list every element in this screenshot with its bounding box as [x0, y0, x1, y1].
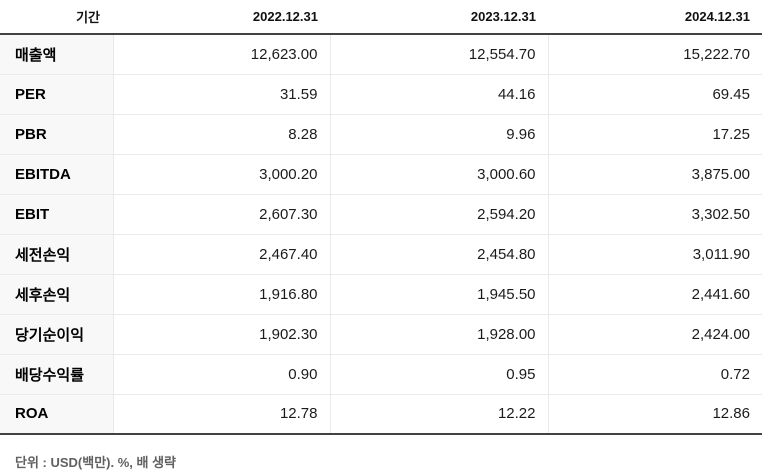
- metric-label: 세후손익: [0, 274, 113, 315]
- metric-label: PBR: [0, 114, 113, 155]
- metric-value: 1,916.80: [112, 274, 330, 315]
- table-row-net-income: 당기순이익 1,902.30 1,928.00 2,424.00: [0, 314, 762, 355]
- metric-label: 매출액: [0, 34, 113, 75]
- metric-value: 3,000.20: [112, 154, 330, 195]
- date-header-2023: 2023.12.31: [330, 0, 548, 35]
- metric-label: ROA: [0, 394, 113, 435]
- metric-value: 9.96: [329, 114, 548, 155]
- metric-value: 2,607.30: [112, 194, 330, 235]
- metric-value: 17.25: [547, 114, 762, 155]
- table-row-per: PER 31.59 44.16 69.45: [0, 74, 762, 115]
- metric-value: 31.59: [112, 74, 330, 115]
- table-row-dividend-yield: 배당수익률 0.90 0.95 0.72: [0, 354, 762, 395]
- metric-value: 12.22: [329, 394, 548, 435]
- metric-value: 44.16: [329, 74, 548, 115]
- metric-label: EBITDA: [0, 154, 113, 195]
- table-row-revenue: 매출액 12,623.00 12,554.70 15,222.70: [0, 34, 762, 75]
- metric-value: 0.90: [112, 354, 330, 395]
- financial-summary-table: 기간 2022.12.31 2023.12.31 2024.12.31 매출액 …: [0, 0, 762, 435]
- metric-value: 3,302.50: [547, 194, 762, 235]
- metric-value: 1,902.30: [112, 314, 330, 355]
- metric-value: 2,424.00: [547, 314, 762, 355]
- table-row-pretax-income: 세전손익 2,467.40 2,454.80 3,011.90: [0, 234, 762, 275]
- metric-value: 3,011.90: [547, 234, 762, 275]
- metric-value: 8.28: [112, 114, 330, 155]
- metric-value: 1,928.00: [329, 314, 548, 355]
- metric-label: 당기순이익: [0, 314, 113, 355]
- date-header-2022: 2022.12.31: [113, 0, 330, 35]
- period-header: 기간: [0, 0, 113, 35]
- metric-value: 0.95: [329, 354, 548, 395]
- metric-value: 15,222.70: [547, 34, 762, 75]
- table-row-pbr: PBR 8.28 9.96 17.25: [0, 114, 762, 155]
- metric-value: 2,454.80: [329, 234, 548, 275]
- metric-label: PER: [0, 74, 113, 115]
- metric-value: 12,554.70: [329, 34, 548, 75]
- metric-value: 2,441.60: [547, 274, 762, 315]
- table-row-aftertax-income: 세후손익 1,916.80 1,945.50 2,441.60: [0, 274, 762, 315]
- metric-value: 0.72: [547, 354, 762, 395]
- metric-value: 12,623.00: [112, 34, 330, 75]
- table-header-row: 기간 2022.12.31 2023.12.31 2024.12.31: [0, 0, 762, 35]
- table-row-ebitda: EBITDA 3,000.20 3,000.60 3,875.00: [0, 154, 762, 195]
- metric-value: 1,945.50: [329, 274, 548, 315]
- metric-label: 세전손익: [0, 234, 113, 275]
- date-header-2024: 2024.12.31: [548, 0, 762, 35]
- table-row-ebit: EBIT 2,607.30 2,594.20 3,302.50: [0, 194, 762, 235]
- metric-value: 2,467.40: [112, 234, 330, 275]
- metric-value: 69.45: [547, 74, 762, 115]
- table-row-roa: ROA 12.78 12.22 12.86: [0, 394, 762, 435]
- metric-value: 3,000.60: [329, 154, 548, 195]
- metric-label: 배당수익률: [0, 354, 113, 395]
- metric-value: 3,875.00: [547, 154, 762, 195]
- metric-value: 12.78: [112, 394, 330, 435]
- metric-label: EBIT: [0, 194, 113, 235]
- metric-value: 12.86: [547, 394, 762, 435]
- metric-value: 2,594.20: [329, 194, 548, 235]
- table-footnote: 단위 : USD(백만). %, 배 생략: [15, 455, 176, 470]
